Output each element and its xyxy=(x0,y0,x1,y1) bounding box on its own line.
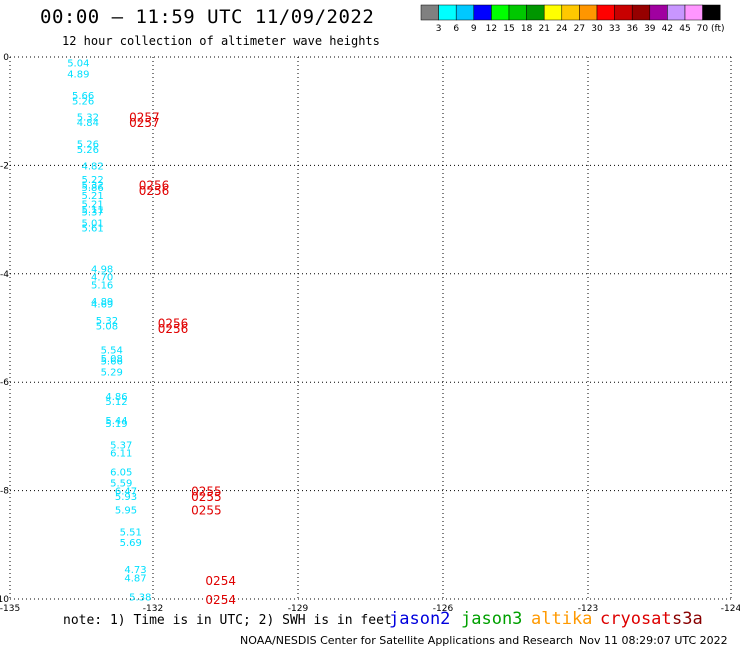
colorbar-label: 27 xyxy=(574,24,585,34)
colorbar-label: 18 xyxy=(521,24,533,34)
colorbar-label: 42 xyxy=(662,24,673,34)
colorbar-label: 33 xyxy=(609,24,620,34)
swh-value-label: 5.37 xyxy=(110,441,132,452)
swh-value-label: 5.01 xyxy=(82,218,104,229)
x-tick-label: -135 xyxy=(0,604,20,614)
swh-value-label: 5.19 xyxy=(105,419,127,430)
legend-entry-cryosat: cryosat xyxy=(600,609,672,629)
x-tick-label: -123 xyxy=(578,604,598,614)
colorbar-label: 45 xyxy=(679,24,690,34)
swh-value-label: 4.70 xyxy=(91,273,113,284)
y-tick-label: -10 xyxy=(0,595,9,605)
time-label: 0257 xyxy=(129,116,160,130)
time-label: 0255 xyxy=(191,490,222,504)
swh-value-label: 5.69 xyxy=(120,538,142,549)
colorbar-label: 21 xyxy=(538,24,549,34)
swh-value-label: 5.38 xyxy=(129,592,151,603)
swh-value-label: 5.93 xyxy=(115,492,137,503)
footer-credit: NOAA/NESDIS Center for Satellite Applica… xyxy=(240,634,574,647)
y-tick-label: -2 xyxy=(0,161,9,171)
colorbar-label: 15 xyxy=(503,24,514,34)
time-label: 0256 xyxy=(158,322,189,336)
swh-value-label: 4.82 xyxy=(82,161,104,172)
swh-value-label: 5.11 xyxy=(82,205,104,216)
swh-value-label: 5.26 xyxy=(77,145,99,156)
swh-value-label: 4.86 xyxy=(105,392,127,403)
swh-value-label: 4.73 xyxy=(124,565,146,576)
swh-value-label: 5.16 xyxy=(91,281,113,292)
time-label: 0255 xyxy=(191,504,222,518)
time-label: 0256 xyxy=(158,317,189,331)
colorbar-label: 30 xyxy=(591,24,603,34)
legend-entry-s3a: s3a xyxy=(672,609,703,629)
y-tick-label: -6 xyxy=(0,378,9,388)
swh-value-label: 5.08 xyxy=(96,321,118,332)
swh-value-label: 4.89 xyxy=(67,69,89,80)
legend-entry-jason2: jason2 xyxy=(389,609,451,629)
swh-value-label: 6.47 xyxy=(115,487,137,498)
time-label: 0254 xyxy=(205,574,236,588)
swh-value-label: 5.86 xyxy=(82,183,104,194)
footnote: note: 1) Time is in UTC; 2) SWH is in fe… xyxy=(63,613,392,628)
colorbar-label: 70 (ft) xyxy=(697,24,725,34)
swh-value-label: 5.29 xyxy=(101,367,123,378)
footer-timestamp: Nov 11 08:29:07 UTC 2022 xyxy=(579,634,728,647)
swh-value-label: 5.22 xyxy=(82,175,104,186)
colorbar-label: 36 xyxy=(626,24,638,34)
swh-value-label: 5.08 xyxy=(101,354,123,365)
swh-value-label: 5.32 xyxy=(96,316,118,327)
swh-value-label: 5.21 xyxy=(82,199,104,210)
legend-entry-altika: altika xyxy=(531,609,593,629)
colorbar-swatch xyxy=(702,4,721,21)
x-tick-label: -132 xyxy=(143,604,163,614)
time-label: 0255 xyxy=(191,485,222,499)
colorbar-label: 24 xyxy=(556,24,568,34)
swh-value-label: 5.32 xyxy=(82,180,104,191)
colorbar-label: 12 xyxy=(486,24,497,34)
x-tick-label: -129 xyxy=(288,604,309,614)
swh-value-label: 5.44 xyxy=(105,416,127,427)
swh-value-label: 4.89 xyxy=(91,297,113,308)
swh-value-label: 5.54 xyxy=(101,346,123,357)
x-tick-label: -126 xyxy=(433,604,454,614)
chart-title: 00:00 – 11:59 UTC 11/09/2022 xyxy=(40,6,375,28)
colorbar-label: 3 xyxy=(436,24,442,34)
colorbar-label: 39 xyxy=(644,24,656,34)
swh-value-label: 4.69 xyxy=(91,300,113,311)
y-tick-label: -4 xyxy=(0,270,9,280)
time-label: 0254 xyxy=(205,593,236,607)
swh-value-label: 6.11 xyxy=(110,449,132,460)
swh-value-label: 4.98 xyxy=(91,264,113,275)
legend-entry-jason3: jason3 xyxy=(461,609,523,629)
swh-value-label: 5.26 xyxy=(77,140,99,151)
swh-value-label: 5.51 xyxy=(120,527,142,538)
swh-value-label: 5.32 xyxy=(77,113,99,124)
swh-value-label: 5.04 xyxy=(67,58,89,69)
swh-value-label: 5.66 xyxy=(101,357,123,368)
swh-value-label: 6.05 xyxy=(110,468,132,479)
y-tick-label: -8 xyxy=(0,487,9,497)
colorbar-label: 6 xyxy=(453,24,459,34)
x-tick-label: -124 xyxy=(721,604,740,614)
swh-value-label: 5.26 xyxy=(72,96,94,107)
y-tick-label: 0 xyxy=(3,53,9,63)
swh-value-label: 4.87 xyxy=(124,573,146,584)
chart-subtitle: 12 hour collection of altimeter wave hei… xyxy=(62,34,380,48)
swh-value-label: 5.12 xyxy=(105,397,127,408)
swh-value-label: 5.21 xyxy=(82,191,104,202)
swh-value-label: 4.84 xyxy=(77,118,99,129)
swh-value-label: 5.66 xyxy=(72,91,94,102)
color-scale-bar: 3 6 9 12 15 18 21 24 27 30 33 36 39 42 45 70 (ft) xyxy=(420,4,725,34)
time-label: 0256 xyxy=(139,184,170,198)
time-label: 0256 xyxy=(139,178,170,192)
swh-value-label: 5.95 xyxy=(115,506,137,517)
time-label: 0257 xyxy=(129,111,160,125)
swh-value-label: 5.61 xyxy=(82,224,104,235)
swh-value-label: 5.59 xyxy=(110,478,132,489)
colorbar-label: 9 xyxy=(471,24,477,34)
swh-value-label: 5.37 xyxy=(82,207,104,218)
